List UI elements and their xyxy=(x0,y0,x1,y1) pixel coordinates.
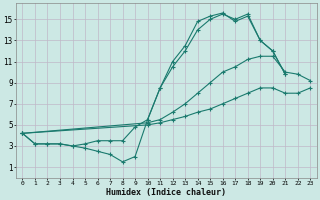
X-axis label: Humidex (Indice chaleur): Humidex (Indice chaleur) xyxy=(106,188,226,197)
